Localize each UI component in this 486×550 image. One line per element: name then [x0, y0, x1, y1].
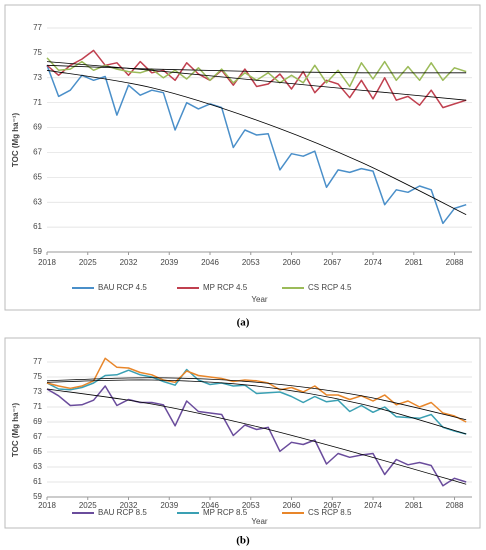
y-axis-label: TOC (Mg ha⁻¹) [11, 113, 20, 168]
y-tick-label: 65 [33, 172, 42, 181]
y-tick-label: 65 [33, 447, 42, 456]
y-tick-label: 63 [33, 197, 42, 206]
trend-line [46, 69, 467, 216]
series-line [46, 57, 467, 88]
caption: (a) [237, 317, 250, 329]
series-line [46, 357, 467, 423]
x-tick-label: 2053 [242, 258, 260, 267]
x-tick-label: 2032 [120, 501, 138, 510]
y-tick-label: 61 [33, 222, 42, 231]
x-tick-label: 2081 [405, 258, 423, 267]
x-tick-label: 2039 [160, 258, 178, 267]
series-line [46, 368, 467, 435]
legend-label: CS RCP 8.5 [308, 508, 352, 517]
y-tick-label: 69 [33, 417, 42, 426]
legend-label: BAU RCP 8.5 [98, 508, 147, 517]
x-axis-label: Year [251, 517, 268, 526]
series-line [46, 385, 467, 487]
panel-border [4, 4, 481, 311]
x-tick-label: 2053 [242, 501, 260, 510]
x-tick-label: 2046 [201, 501, 219, 510]
x-axis-label: Year [251, 295, 268, 304]
legend-label: MP RCP 4.5 [203, 283, 248, 292]
x-tick-label: 2060 [283, 258, 301, 267]
x-tick-label: 2039 [160, 501, 178, 510]
trend-line [46, 377, 467, 421]
x-tick-label: 2067 [323, 258, 341, 267]
x-tick-label: 2025 [79, 501, 97, 510]
x-tick-label: 2060 [283, 501, 301, 510]
y-tick-label: 73 [33, 73, 42, 82]
y-tick-label: 77 [33, 23, 42, 32]
y-tick-label: 77 [33, 357, 42, 366]
panel-border [4, 337, 481, 529]
x-tick-label: 2088 [446, 258, 464, 267]
x-tick-label: 2074 [364, 258, 382, 267]
x-tick-label: 2032 [120, 258, 138, 267]
y-tick-label: 59 [33, 492, 42, 501]
x-tick-label: 2046 [201, 258, 219, 267]
y-tick-label: 67 [33, 432, 42, 441]
trend-line [46, 64, 467, 74]
y-tick-label: 59 [33, 247, 42, 256]
trend-line [46, 388, 467, 485]
trend-line [46, 379, 467, 435]
y-axis-label: TOC (Mg ha⁻¹) [11, 403, 20, 458]
y-tick-label: 63 [33, 462, 42, 471]
y-tick-label: 67 [33, 148, 42, 157]
x-tick-label: 2074 [364, 501, 382, 510]
x-tick-label: 2018 [38, 501, 56, 510]
x-tick-label: 2018 [38, 258, 56, 267]
legend-label: CS RCP 4.5 [308, 283, 352, 292]
y-tick-label: 75 [33, 48, 42, 57]
trend-line [46, 61, 467, 101]
y-tick-label: 73 [33, 387, 42, 396]
y-tick-label: 69 [33, 123, 42, 132]
legend-label: MP RCP 8.5 [203, 508, 248, 517]
x-tick-label: 2067 [323, 501, 341, 510]
series-line [46, 65, 467, 225]
x-tick-label: 2025 [79, 258, 97, 267]
caption: (b) [236, 535, 250, 547]
legend-label: BAU RCP 4.5 [98, 283, 147, 292]
y-tick-label: 71 [33, 98, 42, 107]
y-tick-label: 71 [33, 402, 42, 411]
x-tick-label: 2081 [405, 501, 423, 510]
y-tick-label: 75 [33, 372, 42, 381]
x-tick-label: 2088 [446, 501, 464, 510]
series-line [46, 49, 467, 109]
y-tick-label: 61 [33, 477, 42, 486]
